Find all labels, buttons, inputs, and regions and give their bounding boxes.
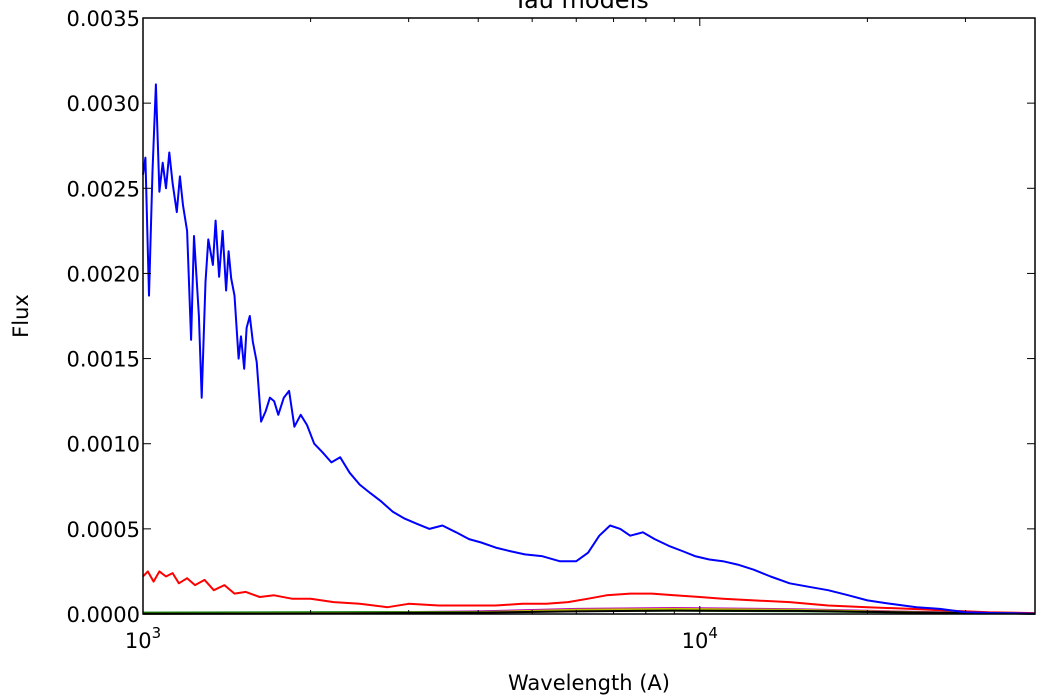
y-axis-label: Flux bbox=[9, 294, 33, 338]
chart-title: Tau models bbox=[512, 0, 648, 14]
y-tick-label: 0.0000 bbox=[67, 603, 140, 627]
y-tick-label: 0.0005 bbox=[67, 518, 140, 542]
x-axis-label: Wavelength (A) bbox=[508, 671, 670, 695]
y-tick-label: 0.0020 bbox=[67, 262, 140, 286]
series-line-0 bbox=[142, 83, 1036, 615]
axis-ticks: 0.0000 0.0005 0.0010 0.0015 0.0020 0.0025 0.00… bbox=[67, 7, 1036, 653]
y-tick-label: 0.0015 bbox=[67, 348, 140, 372]
x-tick-label: 104 bbox=[682, 624, 718, 653]
plot-lines bbox=[142, 83, 1036, 615]
y-tick-label: 0.0035 bbox=[67, 7, 140, 31]
y-tick-label: 0.0025 bbox=[67, 177, 140, 201]
x-tick-label: 103 bbox=[125, 624, 161, 653]
y-tick-label: 0.0010 bbox=[67, 433, 140, 457]
plot-frame bbox=[142, 17, 1036, 615]
series-line-1 bbox=[142, 570, 1036, 615]
y-tick-label: 0.0030 bbox=[67, 92, 140, 116]
